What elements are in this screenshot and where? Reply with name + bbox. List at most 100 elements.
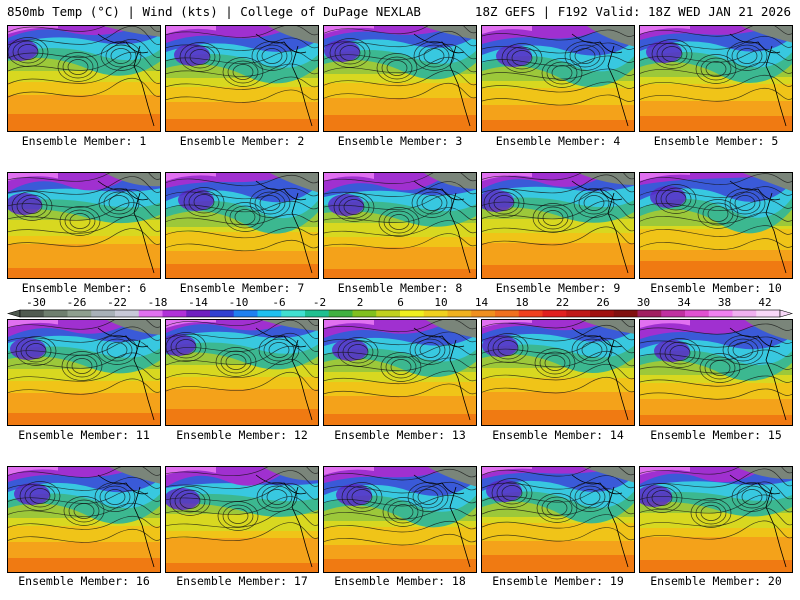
- ensemble-map-panel: [639, 172, 793, 279]
- temperature-field: [640, 467, 792, 572]
- temperature-field: [640, 26, 792, 131]
- colorbar-swatch: [352, 310, 377, 317]
- colorbar-swatch: [257, 310, 282, 317]
- colorbar-tick-label: 42: [758, 296, 771, 309]
- temperature-field: [166, 467, 318, 572]
- ensemble-member-label: Ensemble Member: 3: [337, 134, 463, 148]
- colorbar-swatch: [756, 310, 781, 317]
- colorbar-swatch: [685, 310, 710, 317]
- ensemble-member-label: Ensemble Member: 14: [492, 428, 624, 442]
- ensemble-map-panel: [165, 319, 319, 426]
- ensemble-member-label: Ensemble Member: 6: [21, 281, 147, 295]
- temperature-field: [324, 26, 476, 131]
- ensemble-member-label: Ensemble Member: 1: [21, 134, 147, 148]
- temperature-field: [324, 320, 476, 425]
- colorbar-swatch: [518, 310, 543, 317]
- colorbar-swatch: [566, 310, 591, 317]
- colorbar-tick-label: 38: [718, 296, 731, 309]
- ensemble-map-panel: [481, 25, 635, 132]
- temperature-field: [8, 467, 160, 572]
- colorbar-swatch: [162, 310, 187, 317]
- colorbar-tick-label: 14: [475, 296, 489, 309]
- colorbar-swatch: [328, 310, 353, 317]
- temperature-field: [482, 320, 634, 425]
- colorbar-swatch: [661, 310, 686, 317]
- colorbar-swatch: [400, 310, 425, 317]
- colorbar-swatch: [20, 310, 45, 317]
- colorbar-swatch: [637, 310, 662, 317]
- ensemble-map-panel: [323, 172, 477, 279]
- colorbar-swatch: [91, 310, 116, 317]
- colorbar-tick-label: 22: [556, 296, 569, 309]
- colorbar-tick-label: 26: [596, 296, 609, 309]
- ensemble-member-label: Ensemble Member: 9: [495, 281, 621, 295]
- ensemble-member-label: Ensemble Member: 10: [650, 281, 782, 295]
- temperature-field: [640, 320, 792, 425]
- colorbar-tick-label: 2: [357, 296, 364, 309]
- colorbar-swatch: [305, 310, 330, 317]
- ensemble-member-label: Ensemble Member: 15: [650, 428, 782, 442]
- colorbar-tick-label: 10: [434, 296, 447, 309]
- temperature-field: [166, 173, 318, 278]
- ensemble-map-panel: [7, 25, 161, 132]
- ensemble-map-panel: [165, 172, 319, 279]
- colorbar-swatch: [210, 310, 235, 317]
- ensemble-map-panel: [481, 319, 635, 426]
- ensemble-member-label: Ensemble Member: 13: [334, 428, 466, 442]
- colorbar-tick-label: -18: [148, 296, 168, 309]
- ensemble-member-label: Ensemble Member: 5: [653, 134, 779, 148]
- colorbar-swatch: [447, 310, 472, 317]
- colorbar-swatch: [233, 310, 258, 317]
- ensemble-map-panel: [7, 172, 161, 279]
- colorbar-swatch: [708, 310, 733, 317]
- ensemble-map-panel: [481, 466, 635, 573]
- colorbar-swatch: [423, 310, 448, 317]
- colorbar-tick-label: -2: [313, 296, 326, 309]
- temperature-field: [640, 173, 792, 278]
- ensemble-map-panel: [639, 466, 793, 573]
- temperature-field: [8, 173, 160, 278]
- colorbar-tick-label: -10: [229, 296, 249, 309]
- temperature-field: [166, 320, 318, 425]
- ensemble-member-label: Ensemble Member: 7: [179, 281, 305, 295]
- colorbar-swatch: [471, 310, 496, 317]
- colorbar-swatch: [590, 310, 615, 317]
- ensemble-member-label: Ensemble Member: 4: [495, 134, 621, 148]
- ensemble-member-label: Ensemble Member: 19: [492, 574, 624, 588]
- colorbar-swatch: [67, 310, 92, 317]
- colorbar-swatch: [115, 310, 140, 317]
- ensemble-map-panel: [323, 25, 477, 132]
- colorbar-tick-label: -30: [26, 296, 46, 309]
- ensemble-member-label: Ensemble Member: 8: [337, 281, 463, 295]
- ensemble-member-label: Ensemble Member: 11: [18, 428, 150, 442]
- colorbar-swatch: [732, 310, 757, 317]
- colorbar-swatch: [495, 310, 520, 317]
- colorbar-swatch: [281, 310, 306, 317]
- colorbar-tick-label: 6: [397, 296, 404, 309]
- colorbar-tick-label: 30: [637, 296, 650, 309]
- colorbar-swatch: [376, 310, 401, 317]
- colorbar-left-arrow: [6, 309, 21, 318]
- ensemble-map-panel: [323, 319, 477, 426]
- temperature-field: [324, 173, 476, 278]
- colorbar-swatch: [43, 310, 68, 317]
- ensemble-map-panel: [165, 466, 319, 573]
- ensemble-map-panel: [639, 25, 793, 132]
- ensemble-member-label: Ensemble Member: 18: [334, 574, 466, 588]
- colorbar-tick-label: -22: [107, 296, 127, 309]
- ensemble-map-panel: [165, 25, 319, 132]
- ensemble-map-panel: [323, 466, 477, 573]
- ensemble-member-label: Ensemble Member: 2: [179, 134, 305, 148]
- ensemble-map-panel: [7, 319, 161, 426]
- colorbar-swatch: [542, 310, 567, 317]
- temperature-field: [8, 320, 160, 425]
- colorbar-swatch: [186, 310, 211, 317]
- colorbar-tick-label: 18: [515, 296, 528, 309]
- temperature-field: [482, 173, 634, 278]
- colorbar-swatch: [138, 310, 163, 317]
- colorbar-swatch: [613, 310, 638, 317]
- ensemble-member-label: Ensemble Member: 16: [18, 574, 150, 588]
- map-title: 850mb Temp (°C) | Wind (kts) | College o…: [7, 4, 421, 19]
- colorbar-tick-label: -6: [272, 296, 285, 309]
- colorbar-tick-label: -14: [188, 296, 208, 309]
